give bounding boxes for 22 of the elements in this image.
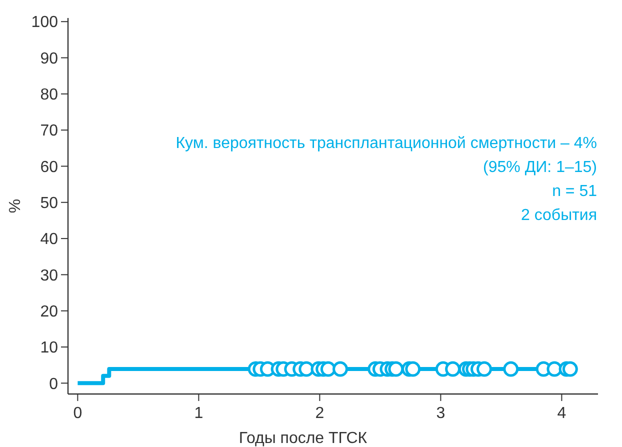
x-tick-label: 1 [194, 405, 204, 422]
annotation: (95% ДИ: 1–15) [483, 159, 597, 176]
y-tick-label: 80 [40, 86, 58, 104]
y-axis-title: % [7, 198, 24, 214]
y-tick-label: 90 [40, 50, 58, 68]
y-tick-label: 0 [49, 376, 58, 393]
x-axis-title: Годы после ТГСК [238, 430, 368, 447]
y-tick-label: 20 [40, 303, 58, 320]
x-tick-label: 0 [73, 405, 82, 422]
y-tick-label: 100 [31, 14, 58, 32]
annotation: 2 события [520, 207, 597, 224]
x-tick-label: 2 [315, 405, 324, 422]
x-tick-label: 3 [436, 405, 446, 422]
y-tick-label: 30 [40, 267, 58, 284]
y-tick-label: 40 [40, 231, 58, 248]
annotation: n = 51 [552, 183, 598, 200]
y-tick-label: 10 [40, 340, 58, 357]
y-tick-label: 50 [40, 194, 58, 212]
x-tick-label: 4 [557, 405, 566, 422]
y-tick-label: 60 [40, 158, 58, 176]
annotation: Кум. вероятность трансплантационной смертности – 4% [176, 135, 597, 152]
y-tick-label: 70 [40, 122, 58, 140]
